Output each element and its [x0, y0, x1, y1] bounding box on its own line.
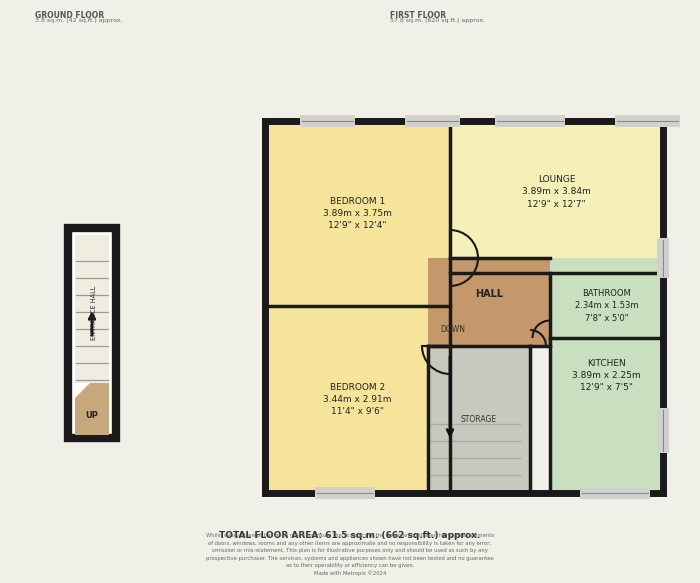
Bar	[75, 235, 109, 383]
Bar	[615, 115, 680, 127]
Text: LOUNGE
3.89m x 3.84m
12'9" x 12'7": LOUNGE 3.89m x 3.84m 12'9" x 12'7"	[522, 175, 591, 209]
Text: KITCHEN
3.89m x 2.25m
12'9" x 7'5": KITCHEN 3.89m x 2.25m 12'9" x 7'5"	[572, 359, 640, 392]
Text: ENTRANCE HALL: ENTRANCE HALL	[91, 286, 97, 340]
Text: FIRST FLOOR: FIRST FLOOR	[390, 11, 446, 20]
Text: BEDROOM 2
3.44m x 2.91m
11'4" x 9'6": BEDROOM 2 3.44m x 2.91m 11'4" x 9'6"	[323, 382, 392, 416]
Text: 3.8 sq.m. (42 sq.ft.) approx.: 3.8 sq.m. (42 sq.ft.) approx.	[35, 18, 122, 23]
Bar	[657, 408, 669, 453]
Text: HALL: HALL	[475, 289, 503, 299]
Bar	[580, 487, 650, 499]
Bar	[265, 121, 450, 306]
Text: BATHROOM
2.34m x 1.53m
7'8" x 5'0": BATHROOM 2.34m x 1.53m 7'8" x 5'0"	[575, 289, 638, 323]
Text: DOWN: DOWN	[440, 325, 465, 334]
Bar	[300, 115, 355, 127]
Bar	[495, 115, 565, 127]
Bar	[265, 306, 450, 493]
Text: 57.8 sq.m. (620 sq.ft.) approx.: 57.8 sq.m. (620 sq.ft.) approx.	[390, 18, 485, 23]
Text: GROUND FLOOR: GROUND FLOOR	[35, 11, 104, 20]
Bar	[550, 258, 663, 493]
Text: TOTAL FLOOR AREA: 61.5 sq.m. (662 sq.ft.) approx.: TOTAL FLOOR AREA: 61.5 sq.m. (662 sq.ft.…	[219, 531, 481, 539]
Text: Whilst every attempt has been made to ensure the accuracy of the floorplan conta: Whilst every attempt has been made to en…	[206, 533, 494, 577]
Bar	[428, 258, 550, 346]
Bar	[550, 273, 663, 338]
Bar	[315, 487, 375, 499]
Bar	[405, 115, 460, 127]
Bar	[428, 346, 530, 493]
Bar	[450, 121, 663, 273]
Text: UP: UP	[85, 410, 99, 420]
Text: STORAGE: STORAGE	[461, 415, 497, 424]
Polygon shape	[75, 383, 109, 435]
Bar	[68, 228, 116, 438]
Text: BEDROOM 1
3.89m x 3.75m
12'9" x 12'4": BEDROOM 1 3.89m x 3.75m 12'9" x 12'4"	[323, 196, 392, 230]
Bar	[657, 238, 669, 278]
